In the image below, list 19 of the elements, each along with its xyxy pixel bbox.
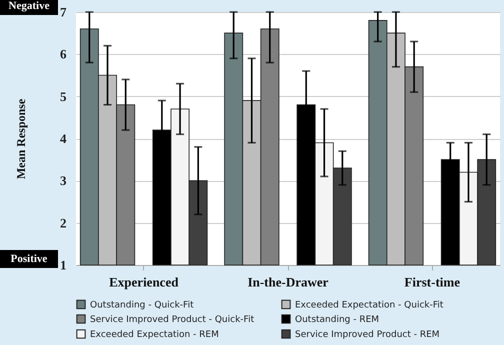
x-tick-label: Experienced (109, 274, 180, 290)
y-tick-label: 4 (60, 131, 67, 146)
legend-label: Service Improved Product - REM (295, 330, 440, 340)
legend-label: Service Improved Product - Quick-Fit (90, 315, 255, 325)
legend-label: Outstanding - Quick-Fit (90, 300, 194, 310)
legend-label: Exceeded Expectation - REM (90, 330, 219, 340)
y-tick-label: 1 (60, 258, 66, 272)
text: Positive (0, 250, 58, 268)
y-tick-label: 2 (60, 215, 66, 230)
y-axis-title: Mean Response (14, 98, 28, 180)
x-tick-label: In-the-Drawer (248, 274, 329, 290)
y-tick-label: 3 (60, 173, 67, 188)
y-tick-label: 7 (60, 4, 67, 20)
text: Negative (0, 0, 58, 15)
y-tick-label: 6 (60, 46, 67, 62)
legend-label: Outstanding - REM (295, 315, 380, 325)
x-tick-label: First-time (404, 274, 460, 290)
y-tick-label: 5 (60, 88, 67, 104)
legend-label: Exceeded Expectation - Quick-Fit (295, 300, 444, 310)
